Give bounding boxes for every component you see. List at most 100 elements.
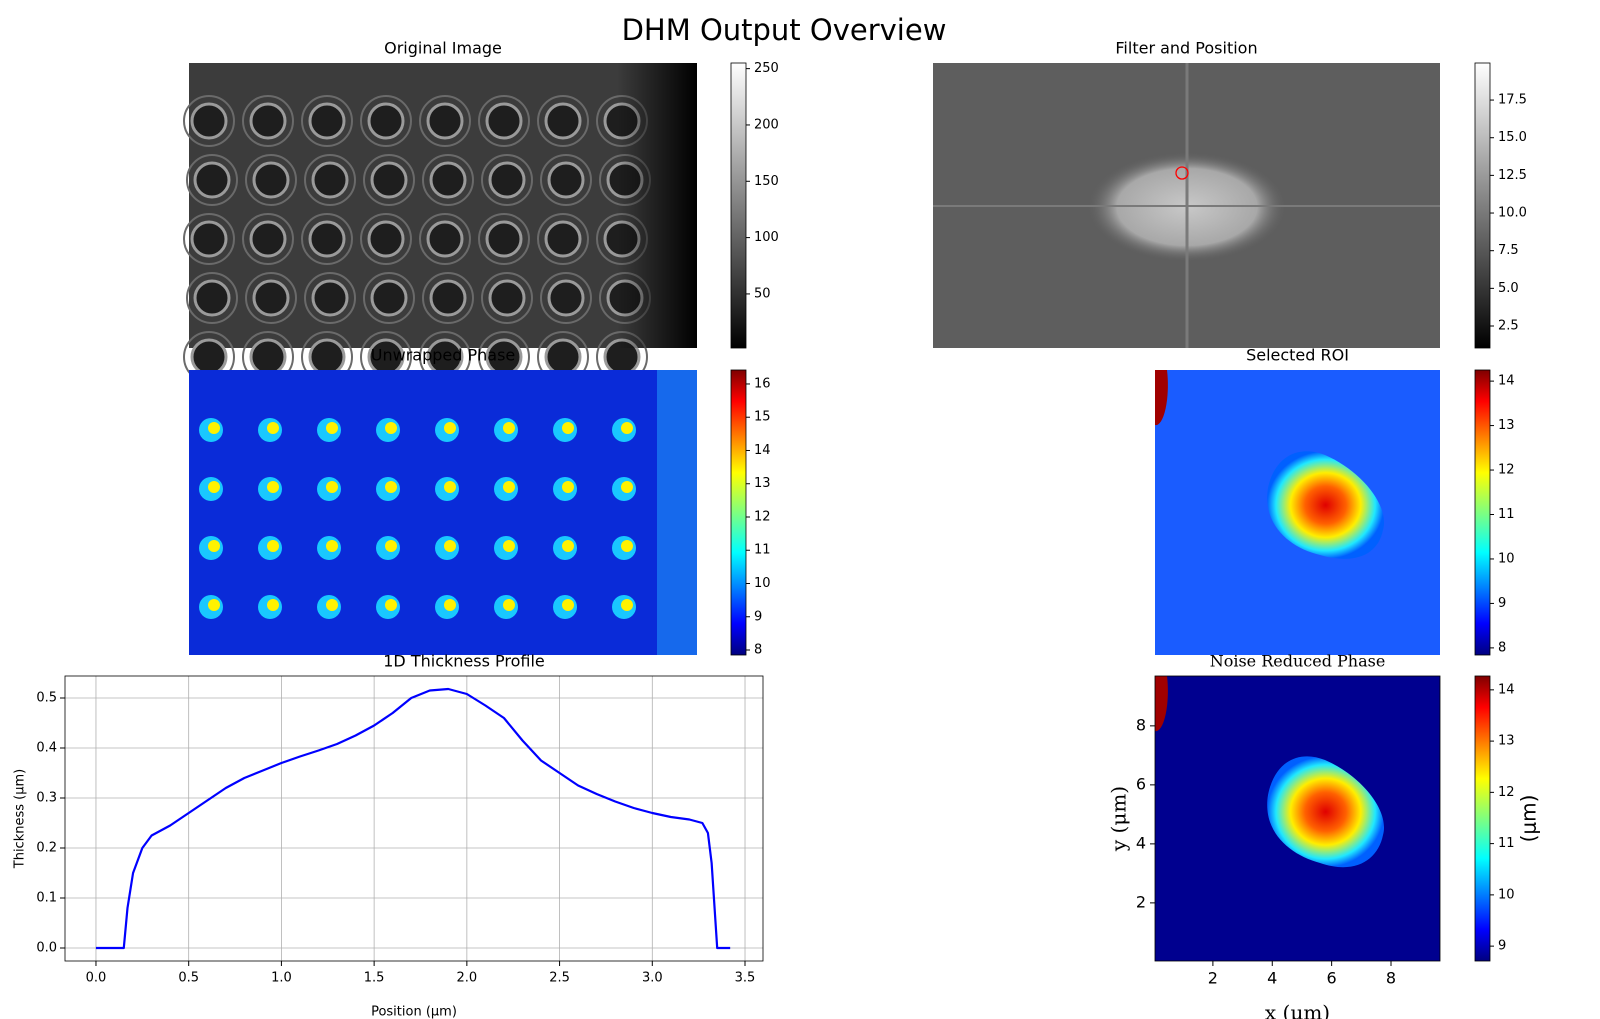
phase-spot — [503, 422, 515, 434]
cell — [308, 220, 346, 258]
cell — [488, 161, 526, 199]
colorbar-tick-label: 15.0 — [1498, 130, 1527, 145]
colorbar-tick-label: 10 — [754, 576, 771, 591]
axes-title: Original Image — [384, 39, 502, 58]
colorbar — [1475, 370, 1490, 655]
cell — [252, 161, 290, 199]
cell-ring — [301, 95, 353, 147]
phase-spot — [562, 540, 574, 552]
colorbar-tick-label: 150 — [754, 174, 779, 189]
x-tick-label: 0.5 — [178, 971, 199, 986]
phase-spot — [267, 481, 279, 493]
cell-ring — [186, 272, 238, 324]
profile-line — [95, 687, 731, 950]
y-tick-label: 8 — [1136, 715, 1146, 734]
cell — [488, 279, 526, 317]
phase-spot — [326, 481, 338, 493]
axes-title: 1D Thickness Profile — [383, 652, 545, 671]
cell — [252, 279, 290, 317]
colorbar-tick-label: 250 — [754, 61, 779, 76]
cell — [544, 102, 582, 140]
y-tick-label: 0.1 — [36, 891, 57, 906]
cell-ring — [363, 272, 415, 324]
cell — [429, 161, 467, 199]
colorbar-tick-label: 15 — [754, 410, 771, 425]
colorbar-tick-label: 14 — [1498, 682, 1515, 697]
cell — [193, 279, 231, 317]
colorbar-tick-label: 13 — [754, 476, 771, 491]
cell — [544, 220, 582, 258]
x-tick-label: 2.0 — [457, 971, 478, 986]
phase-spot — [444, 481, 456, 493]
colorbar-tick-label: 5.0 — [1498, 281, 1519, 296]
colorbar-tick-label: 14 — [754, 443, 771, 458]
cell — [190, 338, 228, 376]
cell — [544, 338, 582, 376]
phase-spot — [208, 599, 220, 611]
phase-spot — [562, 599, 574, 611]
axes: Original Image 50 100 150 200 250 Filter and P… — [13, 39, 1541, 1019]
cell — [190, 102, 228, 140]
colorbar-label: (μm) — [1517, 795, 1541, 843]
phase-spot — [503, 481, 515, 493]
cell — [249, 338, 287, 376]
colorbar-frame — [730, 369, 747, 656]
colorbar-tick-label: 17.5 — [1498, 93, 1527, 108]
colorbar-tick-label: 10 — [1498, 551, 1515, 566]
phase-spot — [326, 422, 338, 434]
cell — [485, 102, 523, 140]
cell — [370, 279, 408, 317]
phase-spot — [621, 422, 633, 434]
roi-blob — [1267, 756, 1385, 868]
colorbar-frame — [1474, 62, 1491, 349]
phase-spot — [208, 481, 220, 493]
cell-ring — [422, 154, 474, 206]
colorbar — [731, 63, 746, 348]
y-axis-label: y (μm) — [1107, 786, 1131, 852]
y-axis-label: Thickness (μm) — [13, 769, 28, 869]
colorbar-tick-label: 16 — [754, 376, 771, 391]
cell — [308, 338, 346, 376]
phase-spot — [208, 422, 220, 434]
phase-spot — [208, 540, 220, 552]
phase-spot — [503, 540, 515, 552]
image-edge — [657, 370, 697, 655]
cell-ring — [304, 154, 356, 206]
x-tick-label: 1.5 — [364, 971, 385, 986]
colorbar-tick-label: 8 — [1498, 640, 1506, 655]
cell-ring — [540, 154, 592, 206]
colorbar — [1475, 676, 1490, 961]
cell — [249, 220, 287, 258]
colorbar-tick-label: 14 — [1498, 374, 1515, 389]
cell-ring — [183, 213, 235, 265]
colorbar-tick-label: 12 — [1498, 785, 1515, 800]
cell-ring — [301, 213, 353, 265]
cell-ring — [242, 213, 294, 265]
x-tick-label: 3.5 — [735, 971, 756, 986]
colorbar-tick-label: 2.5 — [1498, 319, 1519, 334]
x-tick-label: 0.0 — [86, 971, 107, 986]
x-axis-label: x (μm) — [1265, 1001, 1330, 1019]
x-axis-label: Position (μm) — [371, 1005, 457, 1019]
y-tick-label: 2 — [1136, 892, 1146, 911]
phase-spot — [444, 599, 456, 611]
phase-spot — [385, 599, 397, 611]
colorbar-tick-label: 10 — [1498, 887, 1515, 902]
phase-spot — [326, 599, 338, 611]
colorbar-tick-label: 12 — [1498, 463, 1515, 478]
cell — [426, 220, 464, 258]
phase-spot — [385, 481, 397, 493]
colorbar-tick-label: 13 — [1498, 734, 1515, 749]
x-tick-label: 6 — [1327, 969, 1337, 988]
cell-ring — [537, 95, 589, 147]
y-tick-label: 0.0 — [36, 941, 57, 956]
cell-ring — [304, 272, 356, 324]
colorbar-frame — [1474, 675, 1491, 962]
cell-ring — [540, 272, 592, 324]
colorbar — [731, 370, 746, 655]
colorbar-tick-label: 10.0 — [1498, 206, 1527, 221]
phase-spot — [621, 540, 633, 552]
phase-spot — [444, 422, 456, 434]
cell — [547, 161, 585, 199]
